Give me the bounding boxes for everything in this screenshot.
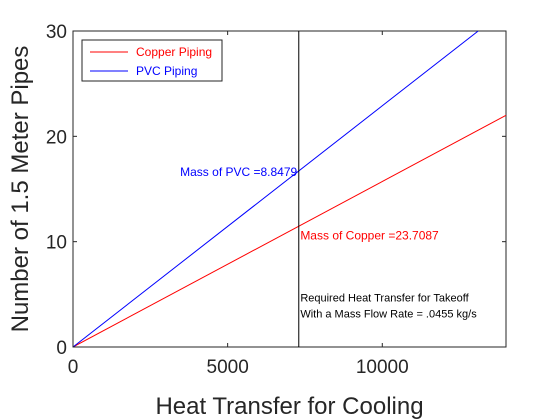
series-layer (73, 31, 506, 347)
legend-entry-1: PVC Piping (136, 64, 197, 78)
annotation-1: Mass of Copper =23.7087 (300, 228, 439, 242)
plot-area (72, 30, 507, 348)
y-tick-label: 0 (56, 338, 67, 359)
x-tick-label: 5000 (207, 357, 249, 378)
legend-entry-0: Copper Piping (136, 45, 212, 59)
y-tick-label: 10 (46, 233, 67, 254)
annotation-0: Mass of PVC =8.8479 (180, 165, 297, 179)
x-tick-label: 0 (68, 357, 79, 378)
x-tick-label: 10000 (356, 357, 409, 378)
y-tick-label: 30 (46, 22, 67, 43)
y-axis-label: Number of 1.5 Meter Pipes (7, 46, 34, 333)
y-tick-label: 20 (46, 127, 67, 148)
axes-box (72, 30, 507, 348)
x-axis-label: Heat Transfer for Cooling (155, 393, 423, 420)
series-line-0 (73, 114, 506, 347)
legend-box (81, 39, 223, 82)
annotation-layer: Mass of PVC =8.8479 Mass of Copper =23.70… (180, 165, 477, 320)
legend: Copper Piping PVC Piping (81, 39, 223, 82)
series-line-1 (73, 31, 479, 347)
annotation-2: Required Heat Transfer for Takeoff (300, 292, 469, 304)
axis-ticks: 0 5000 10000 0 10 20 30 (46, 22, 506, 378)
annotation-3: With a Mass Flow Rate = .0455 kg/s (300, 308, 477, 320)
